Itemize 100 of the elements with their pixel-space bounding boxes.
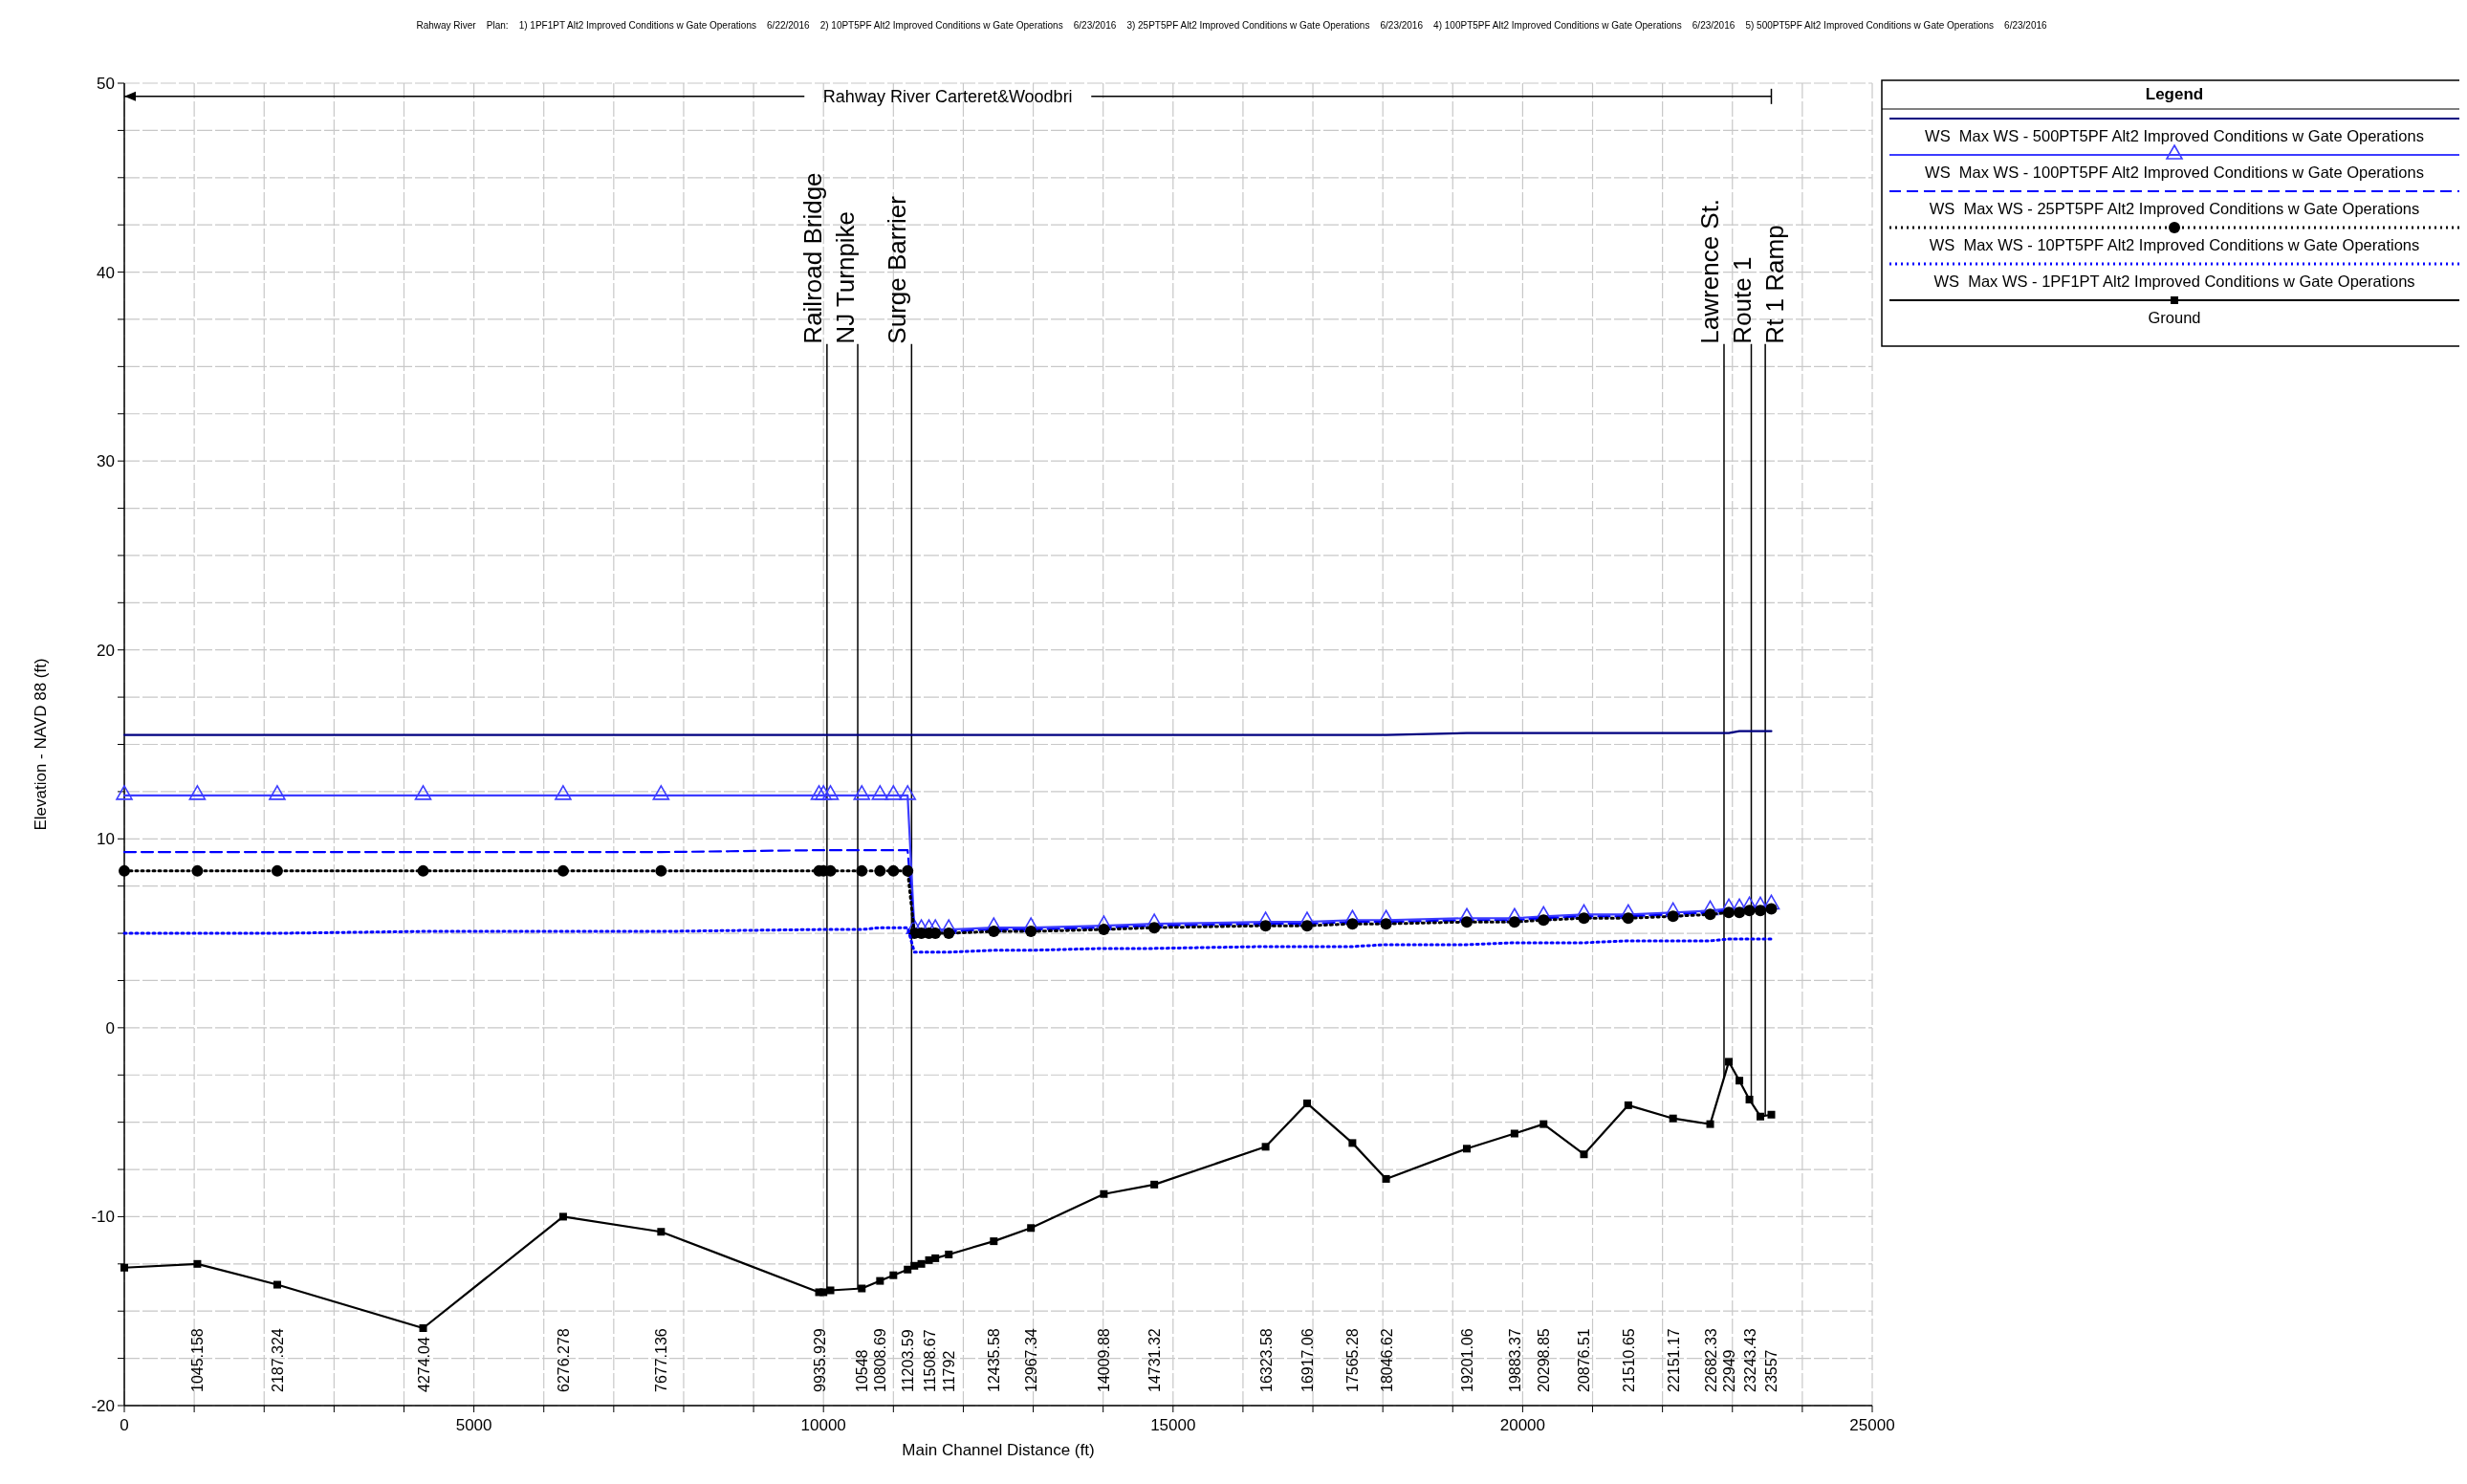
y-tick-label: -10 <box>91 1208 115 1227</box>
point <box>821 785 840 800</box>
point <box>1098 924 1110 936</box>
annotation: 11508.67 <box>921 1329 938 1392</box>
point <box>1508 916 1520 928</box>
x-tick-label: 20000 <box>1499 1416 1546 1434</box>
annotation: 12967.34 <box>1023 1328 1040 1392</box>
annotation: 1045.158 <box>189 1328 207 1392</box>
point <box>419 1324 427 1332</box>
annotation: 11792 <box>941 1350 958 1392</box>
point <box>988 926 1000 938</box>
text: WS Max WS - 1PF1PT Alt2 Improved Conditions w Gate Operations <box>1933 273 2415 290</box>
annotation: 20876.51 <box>1576 1328 1593 1392</box>
point <box>269 785 286 800</box>
annotation: 16917.06 <box>1299 1328 1316 1392</box>
point <box>826 1286 835 1295</box>
point <box>1148 922 1161 934</box>
point <box>810 785 828 800</box>
legend-title: Legend <box>2145 85 2204 103</box>
point <box>1755 905 1767 917</box>
annotation: 12435.58 <box>986 1328 1003 1392</box>
ref-line-label: Lawrence St. <box>1694 198 1724 344</box>
point <box>1460 916 1473 928</box>
point <box>1100 1189 1108 1198</box>
text: WS Max WS - 500PT5PF Alt2 Improved Conditions w Gate Operations <box>1925 127 2424 144</box>
annotation: 23243.43 <box>1741 1328 1758 1392</box>
point <box>1706 1120 1714 1128</box>
annotation: 14731.32 <box>1146 1328 1164 1392</box>
annotation: 19883.37 <box>1506 1328 1523 1392</box>
point <box>1380 918 1392 930</box>
point <box>188 785 207 800</box>
annotation: 22682.33 <box>1702 1328 1719 1392</box>
annotation: 7677.136 <box>653 1328 670 1392</box>
annotation: 20298.85 <box>1536 1328 1553 1392</box>
point <box>1765 903 1778 915</box>
point <box>990 1237 998 1246</box>
point <box>1734 906 1746 919</box>
point <box>858 1284 866 1293</box>
point <box>1667 910 1679 923</box>
y-tick-label: 0 <box>105 1018 115 1037</box>
x-tick-label: 25000 <box>1849 1416 1895 1434</box>
point <box>945 1250 953 1258</box>
point <box>1723 906 1736 919</box>
point <box>1300 920 1313 932</box>
point <box>884 785 903 800</box>
point <box>1025 926 1037 938</box>
annotation: 16323.58 <box>1257 1328 1275 1392</box>
y-tick-label: -20 <box>91 1397 115 1415</box>
ref-line-label: Rt 1 Ramp <box>1759 225 1789 344</box>
point <box>273 1280 281 1289</box>
point <box>1743 905 1756 917</box>
x-tick-label: 5000 <box>455 1416 492 1434</box>
annotation: 19201.06 <box>1458 1328 1475 1392</box>
annotation: Rahway River Carteret&Woodbri <box>822 86 1073 106</box>
point <box>191 864 204 877</box>
point <box>417 864 429 877</box>
annotation: 22151.17 <box>1665 1328 1682 1392</box>
annotation: 2187.324 <box>269 1328 286 1392</box>
point <box>1261 1143 1270 1151</box>
point <box>1027 1224 1036 1233</box>
point <box>876 1277 884 1285</box>
point <box>902 864 914 877</box>
point <box>1767 1110 1776 1119</box>
point <box>1736 1077 1744 1085</box>
point <box>904 1265 912 1274</box>
point <box>193 1259 202 1268</box>
point <box>943 928 955 940</box>
annotation: 10548 <box>854 1349 871 1392</box>
point <box>1150 1180 1159 1189</box>
point <box>874 864 886 877</box>
point <box>652 785 670 800</box>
y-tick-label: 50 <box>97 75 115 93</box>
point <box>1259 920 1272 932</box>
point <box>856 864 868 877</box>
annotation: 6276.278 <box>555 1328 572 1392</box>
point <box>558 1212 567 1221</box>
y-tick-label: 30 <box>97 452 115 471</box>
annotation: 21510.65 <box>1620 1328 1637 1392</box>
point <box>899 785 917 800</box>
annotation: 11203.59 <box>900 1329 917 1392</box>
point <box>1622 912 1634 925</box>
point <box>557 864 569 877</box>
annotation: 18046.62 <box>1378 1328 1395 1392</box>
legend-label: WS Max WS - 100PT5PF Alt2 Improved Conditions w Gate Operations <box>1925 164 2424 181</box>
point <box>815 785 832 800</box>
x-axis-title: Main Channel Distance (ft) <box>902 1441 1095 1459</box>
point <box>1745 1095 1754 1103</box>
x-tick-label: 15000 <box>1150 1416 1196 1434</box>
ref-line-label: Railroad Bridge <box>797 172 827 344</box>
text: WS Max WS - 25PT5PF Alt2 Improved Conditions w Gate Operations <box>1929 200 2420 217</box>
point <box>1539 1120 1548 1128</box>
annotation: 10808.69 <box>872 1328 889 1392</box>
point <box>910 1261 919 1270</box>
point <box>555 785 572 800</box>
point <box>1578 912 1590 925</box>
point <box>1704 908 1716 921</box>
ref-line-label: NJ Turnpike <box>830 210 860 344</box>
point <box>1624 1101 1632 1109</box>
legend-label: WS Max WS - 10PT5PF Alt2 Improved Conditions w Gate Operations <box>1929 236 2420 253</box>
point <box>655 864 667 877</box>
